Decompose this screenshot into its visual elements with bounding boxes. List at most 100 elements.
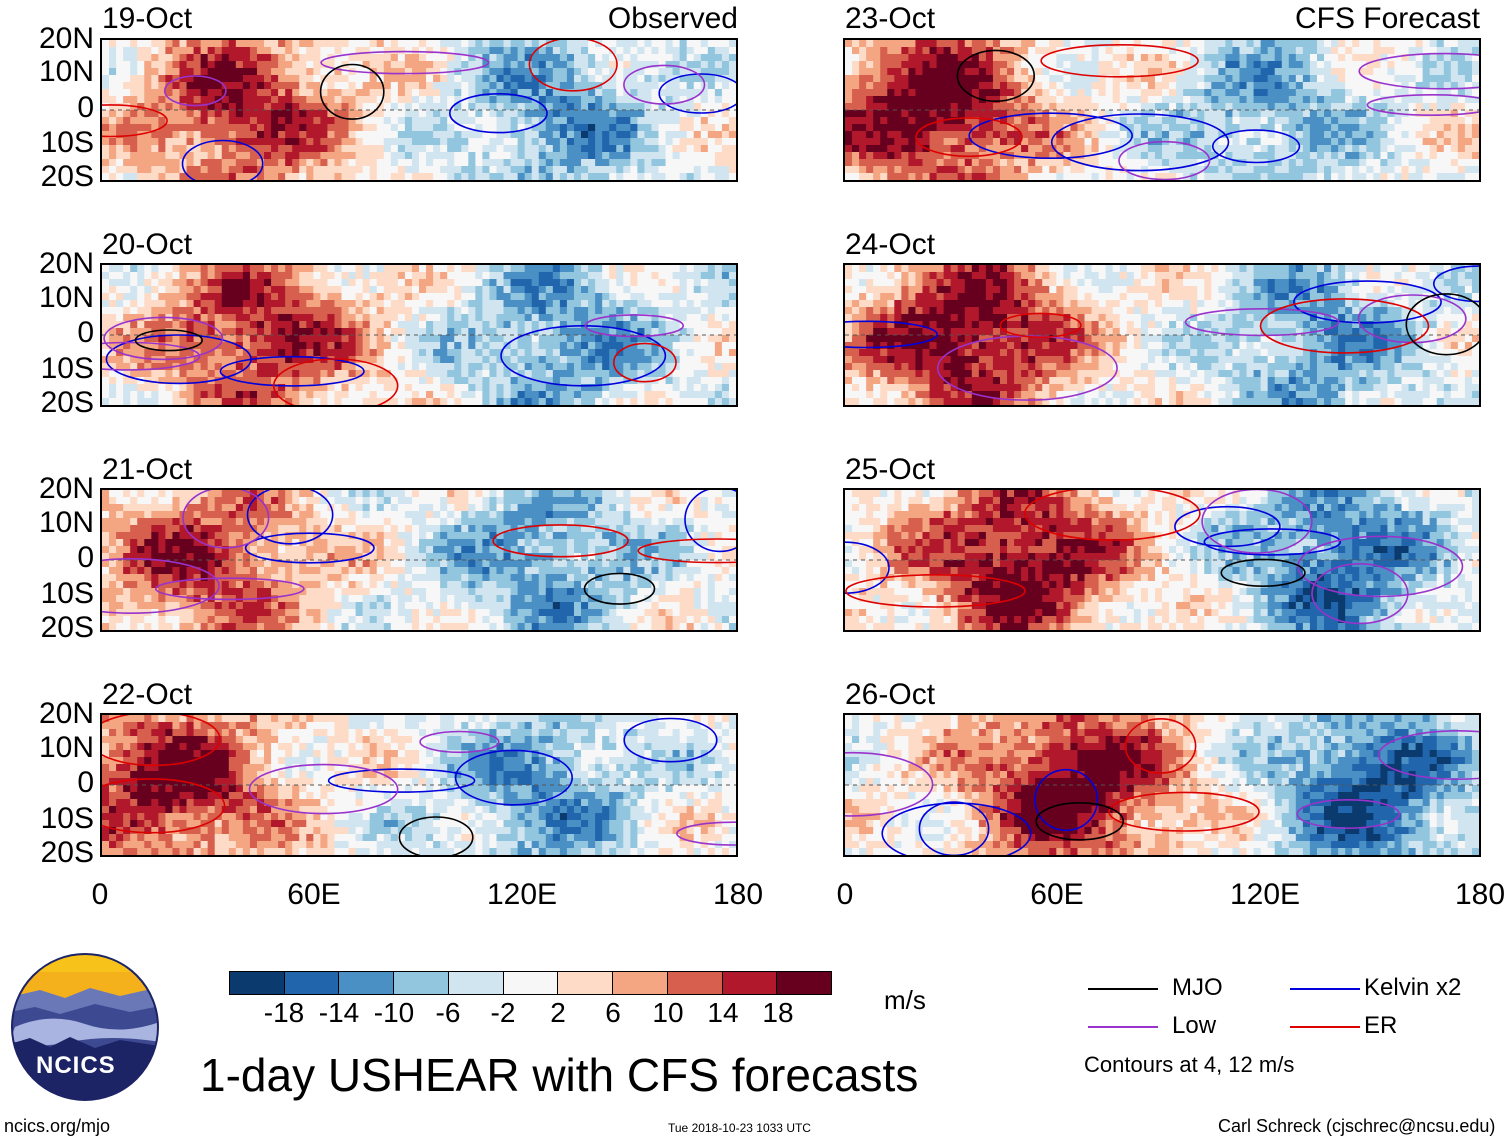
heatmap-cell: [517, 377, 526, 385]
heatmap-cell: [524, 504, 533, 512]
heatmap-cell: [334, 173, 343, 180]
heatmap-cell: [172, 47, 181, 55]
heatmap-cell: [158, 152, 166, 160]
heatmap-cell: [468, 61, 476, 69]
heatmap-cell: [426, 47, 434, 55]
heatmap-cell: [348, 96, 357, 104]
heatmap-cell: [411, 335, 420, 343]
heatmap-cell: [109, 75, 117, 83]
heatmap-cell: [256, 518, 265, 526]
heatmap-cell: [137, 265, 145, 273]
heatmap-cell: [517, 328, 526, 336]
heatmap-cell: [475, 553, 483, 561]
heatmap-cell: [517, 504, 526, 512]
heatmap-cell: [404, 560, 413, 568]
heatmap-cell: [179, 47, 188, 55]
heatmap-cell: [151, 504, 159, 512]
heatmap-cell: [355, 54, 364, 62]
heatmap-cell: [707, 567, 716, 575]
heatmap-cell: [609, 96, 617, 104]
heatmap-cell: [700, 89, 709, 97]
heatmap-cell: [714, 89, 723, 97]
heatmap-cell: [573, 286, 582, 294]
heatmap-cell: [454, 539, 462, 547]
heatmap-cell: [334, 300, 343, 308]
heatmap-cell: [313, 82, 321, 90]
heatmap-cell: [249, 103, 258, 111]
heatmap-cell: [700, 363, 709, 371]
heatmap-cell: [559, 173, 568, 180]
heatmap-cell: [496, 293, 505, 301]
heatmap-cell: [524, 342, 533, 350]
heatmap-cell: [137, 75, 145, 83]
heatmap-cell: [313, 265, 321, 273]
heatmap-cell: [475, 560, 483, 568]
heatmap-cell: [510, 110, 519, 118]
heatmap-cell: [538, 504, 547, 512]
heatmap-cell: [496, 588, 505, 596]
heatmap-cell: [299, 356, 307, 364]
heatmap-cell: [531, 497, 540, 505]
heatmap-cell: [235, 286, 244, 294]
heatmap-cell: [327, 286, 336, 294]
heatmap-cell: [271, 314, 279, 322]
heatmap-cell: [475, 342, 483, 350]
heatmap-cell: [419, 574, 427, 582]
heatmap-cell: [454, 61, 462, 69]
heatmap-cell: [672, 553, 681, 561]
heatmap-cell: [468, 89, 476, 97]
heatmap-cell: [165, 117, 174, 125]
heatmap-cell: [454, 546, 462, 554]
heatmap-cell: [630, 560, 638, 568]
heatmap-cell: [714, 567, 723, 575]
heatmap-cell: [151, 321, 159, 329]
heatmap-cell: [517, 546, 526, 554]
heatmap-cell: [651, 511, 660, 519]
heatmap-cell: [510, 166, 519, 174]
heatmap-cell: [292, 490, 300, 498]
heatmap-cell: [271, 349, 279, 357]
heatmap-cell: [130, 314, 138, 322]
heatmap-cell: [461, 335, 469, 343]
heatmap-cell: [397, 40, 406, 48]
heatmap-cell: [285, 166, 293, 174]
heatmap-cell: [728, 300, 736, 308]
heatmap-cell: [285, 553, 293, 561]
heatmap-cell: [271, 370, 279, 378]
heatmap-cell: [679, 567, 688, 575]
heatmap-cell: [637, 145, 646, 153]
heatmap-cell: [376, 68, 385, 76]
heatmap-cell: [102, 363, 110, 371]
heatmap-cell: [545, 581, 554, 589]
heatmap-cell: [672, 145, 681, 153]
heatmap-cell: [362, 75, 371, 83]
heatmap-cell: [278, 356, 286, 364]
heatmap-cell: [707, 131, 716, 139]
heatmap-cell: [172, 110, 181, 118]
heatmap-cell: [559, 145, 568, 153]
heatmap-cell: [151, 518, 159, 526]
heatmap-cell: [447, 349, 455, 357]
heatmap-cell: [397, 321, 406, 329]
heatmap-cell: [461, 539, 469, 547]
heatmap-cell: [672, 131, 681, 139]
heatmap-cell: [123, 145, 131, 153]
heatmap-cell: [468, 75, 476, 83]
heatmap-cell: [489, 546, 498, 554]
heatmap-cell: [433, 497, 441, 505]
heatmap-cell: [728, 518, 736, 526]
heatmap-cell: [531, 300, 540, 308]
heatmap-cell: [644, 103, 653, 111]
heatmap-cell: [390, 497, 399, 505]
heatmap-cell: [461, 384, 469, 392]
heatmap-cell: [285, 525, 293, 533]
heatmap-cell: [341, 560, 350, 568]
heatmap-cell: [468, 567, 476, 575]
heatmap-cell: [461, 377, 469, 385]
heatmap-cell: [630, 293, 638, 301]
heatmap-cell: [714, 152, 723, 160]
heatmap-cell: [123, 546, 131, 554]
heatmap-cell: [707, 300, 716, 308]
heatmap-cell: [397, 307, 406, 315]
heatmap-cell: [341, 321, 350, 329]
